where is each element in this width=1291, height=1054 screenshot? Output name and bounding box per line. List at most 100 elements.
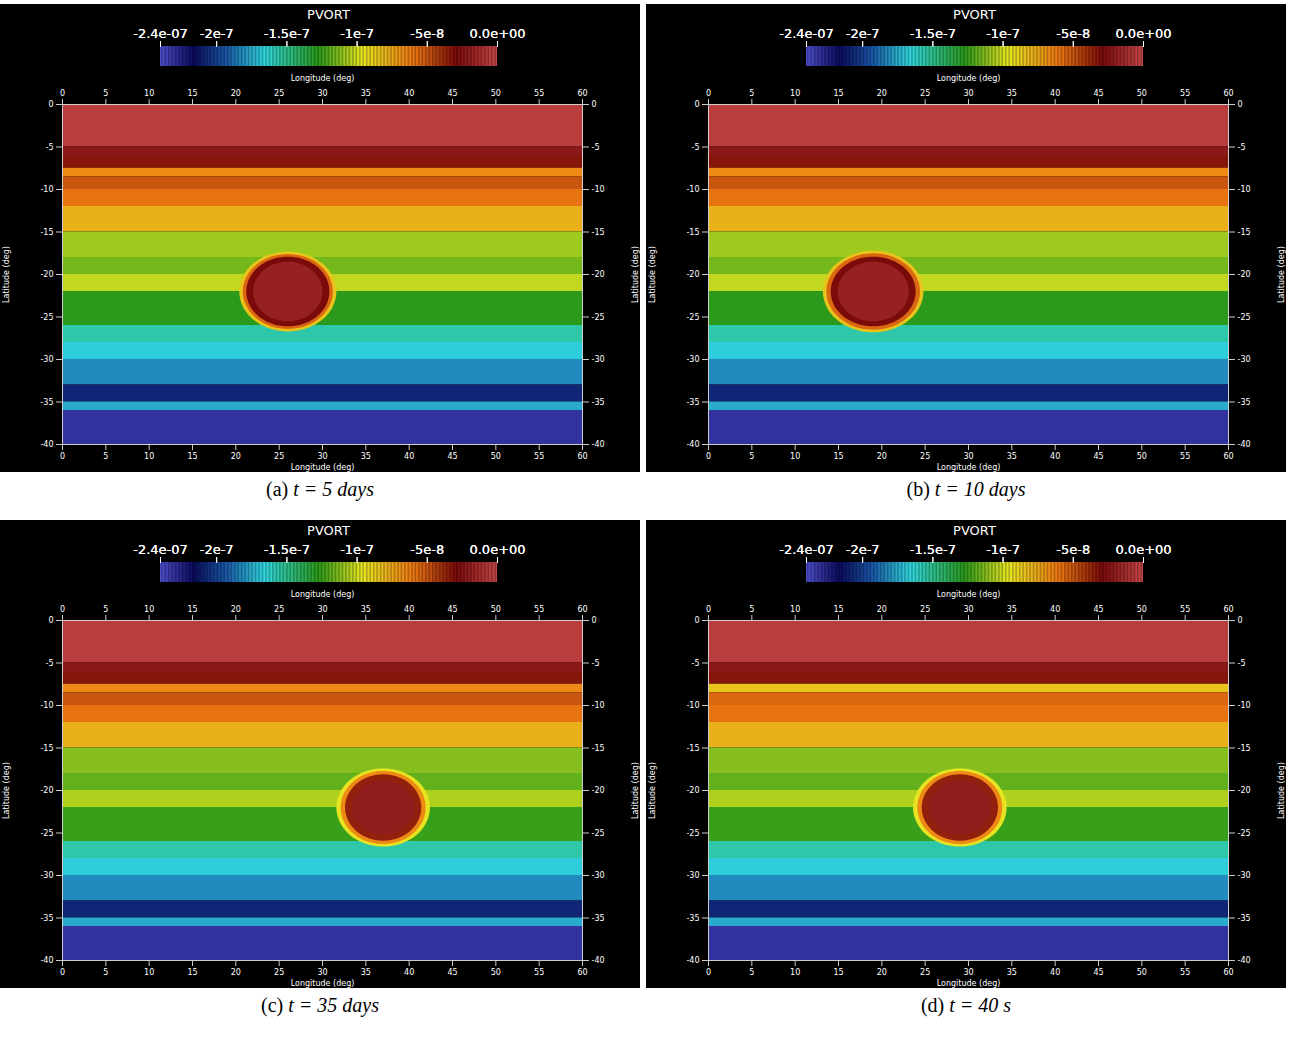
svg-text:-5e-8: -5e-8 xyxy=(410,26,444,41)
svg-text:50: 50 xyxy=(491,968,501,977)
svg-text:Longitude (deg): Longitude (deg) xyxy=(937,590,1001,599)
svg-text:25: 25 xyxy=(920,968,930,977)
svg-text:-10: -10 xyxy=(592,701,605,710)
svg-text:35: 35 xyxy=(361,89,371,98)
svg-text:-2e-7: -2e-7 xyxy=(846,26,880,41)
svg-text:-30: -30 xyxy=(592,355,605,364)
svg-text:0: 0 xyxy=(1238,616,1243,625)
svg-text:15: 15 xyxy=(187,605,197,614)
svg-text:-30: -30 xyxy=(40,355,53,364)
svg-text:20: 20 xyxy=(231,89,241,98)
svg-text:-2.4e-07: -2.4e-07 xyxy=(133,26,188,41)
svg-text:-20: -20 xyxy=(686,786,699,795)
svg-text:0.0e+00: 0.0e+00 xyxy=(1115,26,1171,41)
svg-text:-25: -25 xyxy=(686,829,699,838)
svg-text:-30: -30 xyxy=(40,871,53,880)
svg-text:25: 25 xyxy=(274,968,284,977)
svg-text:-5: -5 xyxy=(46,143,54,152)
svg-text:0: 0 xyxy=(48,616,53,625)
svg-text:30: 30 xyxy=(963,968,973,977)
svg-text:-35: -35 xyxy=(40,398,53,407)
svg-text:10: 10 xyxy=(144,968,154,977)
svg-text:-15: -15 xyxy=(1238,228,1251,237)
svg-text:0: 0 xyxy=(60,89,65,98)
svg-text:-5: -5 xyxy=(1238,659,1246,668)
svg-text:45: 45 xyxy=(447,968,457,977)
svg-text:25: 25 xyxy=(274,605,284,614)
svg-text:-10: -10 xyxy=(1238,701,1251,710)
svg-text:-25: -25 xyxy=(40,313,53,322)
svg-text:-2.4e-07: -2.4e-07 xyxy=(779,542,834,557)
svg-text:-20: -20 xyxy=(40,786,53,795)
svg-text:-5: -5 xyxy=(692,143,700,152)
svg-text:-2.4e-07: -2.4e-07 xyxy=(133,542,188,557)
svg-text:-25: -25 xyxy=(592,313,605,322)
svg-text:50: 50 xyxy=(1137,452,1147,461)
svg-text:50: 50 xyxy=(1137,89,1147,98)
svg-text:0.0e+00: 0.0e+00 xyxy=(469,26,525,41)
svg-text:-5e-8: -5e-8 xyxy=(410,542,444,557)
svg-text:-5: -5 xyxy=(692,659,700,668)
svg-text:35: 35 xyxy=(1007,968,1017,977)
svg-text:45: 45 xyxy=(447,605,457,614)
svg-text:35: 35 xyxy=(361,452,371,461)
svg-text:35: 35 xyxy=(1007,89,1017,98)
svg-text:-20: -20 xyxy=(592,786,605,795)
svg-text:-35: -35 xyxy=(592,914,605,923)
svg-text:-30: -30 xyxy=(1238,871,1251,880)
svg-text:20: 20 xyxy=(231,968,241,977)
svg-text:-15: -15 xyxy=(40,228,53,237)
svg-text:-30: -30 xyxy=(686,355,699,364)
svg-text:-30: -30 xyxy=(592,871,605,880)
svg-text:-1e-7: -1e-7 xyxy=(340,542,374,557)
svg-text:-40: -40 xyxy=(1238,440,1251,449)
svg-text:-20: -20 xyxy=(1238,270,1251,279)
svg-text:25: 25 xyxy=(920,452,930,461)
svg-text:-35: -35 xyxy=(592,398,605,407)
svg-text:0: 0 xyxy=(694,100,699,109)
svg-text:50: 50 xyxy=(491,89,501,98)
svg-text:0: 0 xyxy=(706,968,711,977)
svg-text:-20: -20 xyxy=(592,270,605,279)
svg-text:-1e-7: -1e-7 xyxy=(986,542,1020,557)
svg-text:0: 0 xyxy=(706,452,711,461)
svg-text:Longitude (deg): Longitude (deg) xyxy=(937,979,1001,988)
svg-text:-15: -15 xyxy=(40,744,53,753)
svg-text:Longitude (deg): Longitude (deg) xyxy=(937,74,1001,83)
svg-text:-40: -40 xyxy=(686,440,699,449)
svg-text:50: 50 xyxy=(1137,605,1147,614)
svg-text:35: 35 xyxy=(1007,452,1017,461)
svg-text:10: 10 xyxy=(144,89,154,98)
svg-text:-20: -20 xyxy=(686,270,699,279)
svg-text:-1.5e-7: -1.5e-7 xyxy=(910,542,956,557)
svg-text:Latitude (deg): Latitude (deg) xyxy=(648,246,657,303)
svg-text:-10: -10 xyxy=(686,701,699,710)
svg-text:50: 50 xyxy=(491,605,501,614)
svg-text:-25: -25 xyxy=(592,829,605,838)
svg-text:Longitude (deg): Longitude (deg) xyxy=(291,463,355,472)
svg-text:30: 30 xyxy=(317,605,327,614)
svg-text:-1.5e-7: -1.5e-7 xyxy=(910,26,956,41)
svg-text:-25: -25 xyxy=(40,829,53,838)
svg-text:20: 20 xyxy=(231,452,241,461)
svg-text:-5: -5 xyxy=(1238,143,1246,152)
svg-text:-2.4e-07: -2.4e-07 xyxy=(779,26,834,41)
svg-text:10: 10 xyxy=(144,452,154,461)
svg-text:-1e-7: -1e-7 xyxy=(986,542,1020,557)
svg-text:55: 55 xyxy=(1180,968,1190,977)
svg-text:55: 55 xyxy=(1180,89,1190,98)
svg-text:-10: -10 xyxy=(1238,185,1251,194)
svg-text:15: 15 xyxy=(187,89,197,98)
svg-text:15: 15 xyxy=(187,968,197,977)
svg-text:55: 55 xyxy=(1180,605,1190,614)
svg-text:35: 35 xyxy=(1007,605,1017,614)
svg-text:Longitude (deg): Longitude (deg) xyxy=(937,463,1001,472)
svg-text:-1.5e-7: -1.5e-7 xyxy=(264,26,310,41)
svg-text:15: 15 xyxy=(833,968,843,977)
svg-text:40: 40 xyxy=(1050,452,1060,461)
svg-text:0.0e+00: 0.0e+00 xyxy=(469,26,525,41)
svg-text:0: 0 xyxy=(592,616,597,625)
svg-text:0.0e+00: 0.0e+00 xyxy=(1115,542,1171,557)
svg-text:0.0e+00: 0.0e+00 xyxy=(469,542,525,557)
svg-text:15: 15 xyxy=(833,605,843,614)
